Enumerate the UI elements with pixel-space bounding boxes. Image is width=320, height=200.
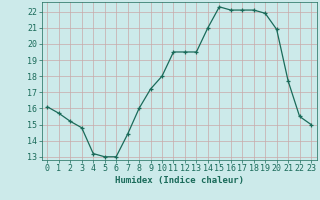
X-axis label: Humidex (Indice chaleur): Humidex (Indice chaleur) [115,176,244,185]
